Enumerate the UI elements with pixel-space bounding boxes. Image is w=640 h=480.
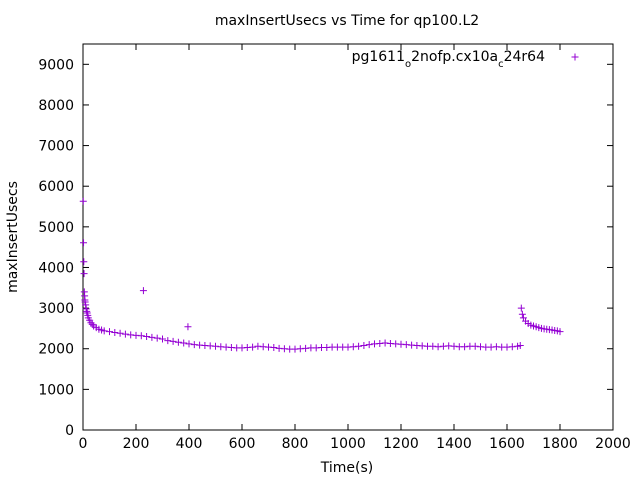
y-tick-label: 3000: [38, 301, 74, 317]
legend-label-part: 24r64: [504, 49, 545, 65]
data-point: [169, 337, 177, 345]
data-point: [184, 323, 192, 331]
x-tick-label: 600: [229, 436, 256, 452]
y-axis-label: maxInsertUsecs: [5, 181, 21, 293]
data-point: [80, 258, 88, 266]
y-tick-label: 5000: [38, 220, 74, 236]
data-point: [556, 328, 564, 336]
data-point: [83, 307, 91, 315]
data-point: [159, 335, 166, 343]
data-point: [516, 341, 524, 349]
data-points: [79, 197, 564, 353]
y-tick-label: 7000: [38, 139, 74, 155]
data-point: [121, 330, 129, 338]
data-point: [111, 328, 119, 336]
x-tick-label: 1600: [489, 436, 525, 452]
data-point: [80, 239, 88, 247]
legend-label-part: pg1611: [352, 49, 405, 65]
y-tick-label: 4000: [38, 260, 74, 276]
data-point: [79, 197, 87, 205]
y-tick-label: 2000: [38, 342, 74, 358]
data-point: [88, 320, 96, 328]
data-point: [249, 343, 257, 351]
data-point: [100, 327, 108, 335]
x-tick-label: 200: [123, 436, 150, 452]
y-tick-label: 0: [65, 423, 74, 439]
data-point: [355, 342, 363, 350]
legend-label-subscript: c: [498, 59, 504, 70]
y-tick-label: 1000: [38, 382, 74, 398]
x-tick-label: 1800: [542, 436, 578, 452]
x-tick-label: 1200: [383, 436, 419, 452]
data-point: [82, 301, 90, 309]
data-point: [137, 332, 145, 340]
x-tick-label: 2000: [595, 436, 631, 452]
data-point: [148, 333, 156, 341]
data-point: [81, 298, 89, 306]
x-tick-label: 0: [79, 436, 88, 452]
x-tick-label: 1000: [330, 436, 366, 452]
y-tick-label: 8000: [38, 98, 74, 114]
data-point: [164, 337, 172, 345]
data-point: [106, 328, 113, 336]
data-point: [365, 341, 373, 349]
legend-label: pg1611o2nofp.cx10ac24r64: [352, 49, 546, 70]
y-axis: 0 1000 2000 3000 4000 5000 6000 7000 8000 9000: [38, 57, 613, 439]
legend: pg1611o2nofp.cx10ac24r64: [352, 49, 579, 70]
data-point: [174, 338, 182, 346]
chart-title: maxInsertUsecs vs Time for qp100.L2: [215, 13, 479, 29]
y-tick-label: 6000: [38, 179, 74, 195]
x-tick-label: 400: [176, 436, 203, 452]
legend-label-subscript: o: [405, 59, 411, 70]
legend-marker: [571, 53, 579, 61]
data-point: [180, 339, 188, 347]
legend-label-part: 2nofp.cx10a: [411, 49, 498, 65]
data-point: [360, 341, 368, 349]
data-point: [270, 344, 278, 352]
data-point: [116, 329, 124, 337]
x-tick-label: 800: [282, 436, 309, 452]
data-point: [139, 287, 147, 295]
x-axis: 0 200 400 600 800 1000 1200 1400 1600 1800 2000: [79, 44, 631, 452]
data-point: [518, 310, 526, 318]
data-point: [143, 333, 151, 341]
data-point: [517, 304, 525, 312]
data-point: [153, 334, 161, 342]
data-point: [80, 270, 88, 278]
x-tick-label: 1400: [436, 436, 472, 452]
data-point: [185, 340, 193, 348]
y-tick-label: 9000: [38, 57, 74, 73]
x-axis-label: Time(s): [320, 460, 373, 476]
